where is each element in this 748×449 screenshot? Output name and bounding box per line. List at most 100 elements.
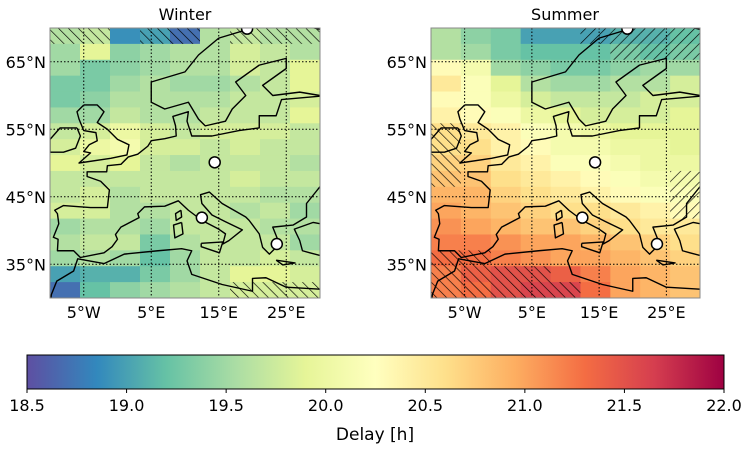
heatmap-cell	[110, 28, 141, 45]
heatmap-cell	[80, 202, 111, 220]
coastline	[172, 221, 184, 239]
location-marker	[195, 211, 209, 224]
heatmap-cell	[580, 107, 611, 124]
heatmap-cell	[640, 139, 671, 156]
lon-tick-label: 15°E	[580, 303, 618, 322]
heatmap-cell	[50, 218, 81, 236]
significance-hatch	[670, 170, 700, 187]
significance-hatch	[431, 139, 461, 156]
coastline	[200, 241, 224, 254]
coastline	[431, 248, 700, 298]
heatmap-cell	[140, 218, 171, 236]
heatmap-cell	[431, 43, 462, 61]
coastline	[553, 221, 565, 239]
heatmap-cell	[230, 139, 261, 156]
heatmap-cell	[140, 250, 171, 267]
heatmap-cell	[260, 250, 291, 267]
heatmap-cell	[200, 75, 231, 93]
heatmap-cell	[170, 91, 201, 109]
heatmap-cell	[520, 155, 552, 172]
heatmap-cell	[431, 234, 462, 251]
heatmap-cell	[610, 59, 641, 77]
heatmap-cell	[260, 75, 291, 93]
significance-hatch	[670, 43, 700, 60]
heatmap-cell	[140, 75, 171, 93]
heatmap-cell	[290, 234, 320, 251]
heatmap-cell	[110, 123, 141, 140]
heatmap-cell	[670, 75, 700, 93]
heatmap-cell	[140, 155, 171, 172]
heatmap-cell	[460, 75, 492, 93]
heatmap-cell	[490, 139, 522, 156]
heatmap-cell	[50, 107, 81, 124]
heatmap-cell	[290, 218, 320, 236]
significance-hatch	[50, 28, 80, 44]
heatmap-cell	[110, 91, 141, 109]
lat-tick-label: 45°N	[387, 188, 427, 207]
heatmap-cell	[580, 59, 611, 77]
heatmap-cell	[580, 91, 611, 109]
heatmap-cell	[610, 250, 641, 267]
heatmap-cell	[580, 282, 611, 298]
map-frame	[49, 27, 321, 299]
heatmap-cell	[550, 202, 582, 220]
significance-hatch	[290, 28, 320, 44]
heatmap-cell	[290, 202, 320, 220]
heatmap-cell	[200, 91, 231, 109]
heatmap-cell	[170, 123, 201, 140]
heatmap-cell	[230, 186, 261, 204]
heatmap-cell	[580, 202, 611, 220]
lat-tick-label: 55°N	[6, 120, 46, 139]
significance-hatch	[460, 282, 491, 298]
heatmap-cell	[580, 75, 611, 93]
heatmap-cell	[170, 250, 201, 267]
heatmap-cell	[670, 155, 700, 172]
heatmap-cell	[460, 202, 492, 220]
location-marker	[588, 156, 602, 169]
coastline	[150, 28, 320, 127]
colorbar-tick-label: 20.5	[407, 396, 443, 415]
heatmap-cell	[550, 139, 582, 156]
location-marker	[270, 237, 284, 251]
heatmap-cell	[520, 91, 552, 109]
significance-hatch	[431, 155, 461, 171]
heatmap-cell	[170, 202, 201, 220]
heatmap-cell	[610, 202, 641, 220]
location-marker	[621, 28, 634, 35]
heatmap-cell	[550, 186, 582, 204]
heatmap-cell	[431, 218, 462, 236]
heatmap-cell	[140, 107, 171, 124]
heatmap-cell	[140, 234, 171, 251]
heatmap-cell	[110, 43, 141, 61]
heatmap-cell	[670, 250, 700, 267]
heatmap-cell	[170, 139, 201, 156]
heatmap-cell	[230, 123, 261, 140]
heatmap-cell	[260, 123, 291, 140]
heatmap-cell	[230, 75, 261, 93]
significance-hatch	[490, 282, 521, 298]
heatmap-cell	[550, 123, 582, 140]
heatmap-cell	[460, 186, 492, 204]
heatmap-cell	[520, 234, 552, 251]
coastline	[50, 127, 82, 153]
heatmap-cell	[520, 250, 552, 267]
heatmap-cell	[230, 43, 261, 61]
heatmap-cell	[230, 59, 261, 77]
heatmap-cell	[290, 123, 320, 140]
heatmap-cell	[670, 107, 700, 124]
heatmap-cell	[460, 59, 492, 77]
heatmap-cell	[640, 155, 671, 172]
heatmap-cell	[290, 155, 320, 172]
significance-hatch	[550, 282, 581, 298]
significance-hatch	[580, 28, 611, 44]
heatmap-cell	[610, 186, 641, 204]
heatmap-cell	[110, 282, 141, 298]
heatmap-cell	[140, 139, 171, 156]
heatmap-cell	[490, 202, 522, 220]
heatmap-cell	[170, 107, 201, 124]
heatmap-cell	[80, 123, 111, 140]
heatmap-cell	[50, 250, 81, 267]
heatmap-cell	[50, 155, 81, 172]
heatmap-cell	[580, 139, 611, 156]
